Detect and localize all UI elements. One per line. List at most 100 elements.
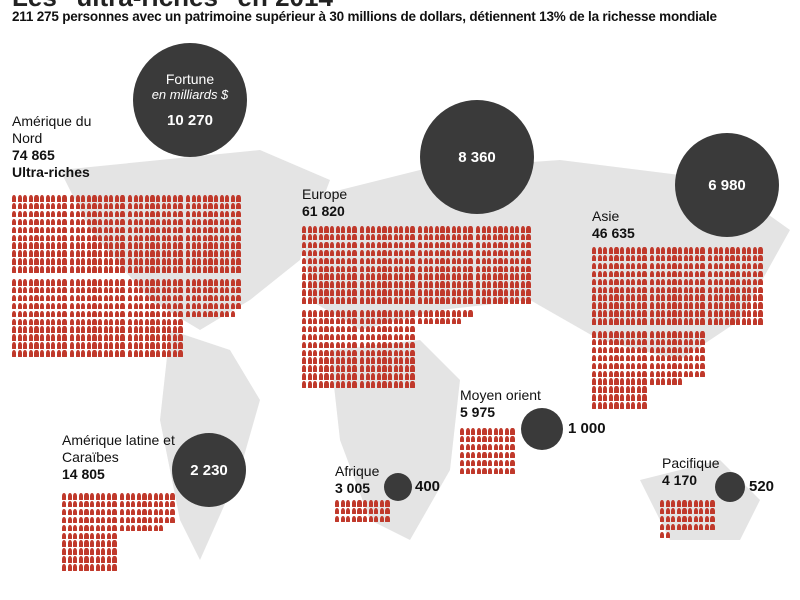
person-icon xyxy=(666,262,671,270)
person-icon xyxy=(139,326,144,333)
person-icon xyxy=(56,302,61,310)
person-icon xyxy=(625,262,630,270)
person-icon xyxy=(330,349,335,357)
person-icon xyxy=(597,294,602,301)
person-icon xyxy=(139,286,144,294)
person-icon xyxy=(603,278,608,286)
person-icon xyxy=(148,508,153,516)
person-icon xyxy=(650,378,655,385)
person-icon xyxy=(388,325,393,333)
person-icon xyxy=(476,443,481,451)
person-icon xyxy=(219,279,224,286)
person-icon xyxy=(178,286,183,294)
person-icon xyxy=(208,226,213,234)
person-icon xyxy=(92,202,97,210)
person-icon xyxy=(34,342,39,349)
person-icon xyxy=(700,310,705,317)
person-icon xyxy=(341,357,346,364)
person-icon xyxy=(597,370,602,378)
person-icon xyxy=(730,254,735,262)
person-icon xyxy=(346,317,351,325)
person-icon xyxy=(482,451,487,459)
person-icon xyxy=(302,297,307,304)
person-icon xyxy=(92,302,97,310)
person-icon xyxy=(170,500,175,508)
person-icon xyxy=(708,318,713,325)
person-icon xyxy=(40,258,45,265)
person-icon xyxy=(186,266,191,273)
person-icon xyxy=(515,297,520,304)
person-icon xyxy=(103,342,108,349)
person-icon xyxy=(440,257,445,265)
person-icon xyxy=(23,294,28,302)
person-icon xyxy=(28,318,33,326)
person-icon xyxy=(352,265,357,273)
person-icon xyxy=(120,350,125,357)
person-icon xyxy=(307,349,312,357)
person-icon xyxy=(620,354,625,362)
person-icon xyxy=(112,548,117,555)
person-icon xyxy=(156,342,161,349)
person-icon xyxy=(109,326,114,333)
person-icon xyxy=(178,302,183,310)
person-icon xyxy=(67,493,72,500)
person-icon xyxy=(23,326,28,333)
person-icon xyxy=(86,234,91,242)
person-icon xyxy=(597,254,602,262)
person-icon xyxy=(620,394,625,401)
person-icon xyxy=(597,286,602,294)
person-icon xyxy=(86,350,91,357)
person-icon xyxy=(101,548,106,555)
person-icon xyxy=(499,459,504,467)
person-icon xyxy=(471,459,476,467)
person-icon xyxy=(197,294,202,302)
person-icon xyxy=(666,318,671,325)
person-icon xyxy=(526,265,531,273)
person-icon xyxy=(488,435,493,443)
person-icon xyxy=(429,241,434,249)
person-icon xyxy=(17,350,22,357)
person-icon xyxy=(120,302,125,310)
person-icon xyxy=(12,250,17,257)
person-icon xyxy=(520,273,525,280)
person-icon xyxy=(40,286,45,294)
person-icon xyxy=(650,370,655,378)
fortune-circle-africa xyxy=(384,473,412,501)
person-icon xyxy=(423,265,428,273)
person-icon xyxy=(51,195,56,202)
person-icon xyxy=(683,247,688,254)
person-icon xyxy=(620,362,625,370)
person-icon xyxy=(197,258,202,265)
person-icon xyxy=(636,370,641,378)
person-icon xyxy=(161,258,166,265)
person-icon xyxy=(214,294,219,302)
person-icon xyxy=(172,310,177,318)
person-icon xyxy=(365,381,370,388)
person-icon xyxy=(683,362,688,370)
person-icon xyxy=(156,250,161,257)
person-icon xyxy=(678,310,683,317)
person-icon xyxy=(313,341,318,349)
person-icon xyxy=(318,381,323,388)
person-icon xyxy=(498,289,503,296)
person-icon xyxy=(636,402,641,409)
person-icon xyxy=(694,310,699,317)
person-icon xyxy=(346,273,351,280)
person-icon xyxy=(236,250,241,257)
person-icon xyxy=(156,318,161,326)
person-icon xyxy=(236,226,241,234)
person-icon xyxy=(509,233,514,241)
label-north-america: Amérique du Nord 74 865 Ultra-riches xyxy=(12,113,92,181)
person-icon xyxy=(741,247,746,254)
person-icon xyxy=(661,278,666,286)
person-icon xyxy=(90,556,95,563)
person-icon xyxy=(219,218,224,226)
person-icon xyxy=(150,250,155,257)
person-icon xyxy=(382,226,387,233)
person-icon xyxy=(636,310,641,317)
person-icon xyxy=(710,523,715,531)
person-icon xyxy=(631,254,636,262)
person-icon xyxy=(603,318,608,325)
person-icon xyxy=(62,310,67,318)
person-icon xyxy=(504,273,509,280)
